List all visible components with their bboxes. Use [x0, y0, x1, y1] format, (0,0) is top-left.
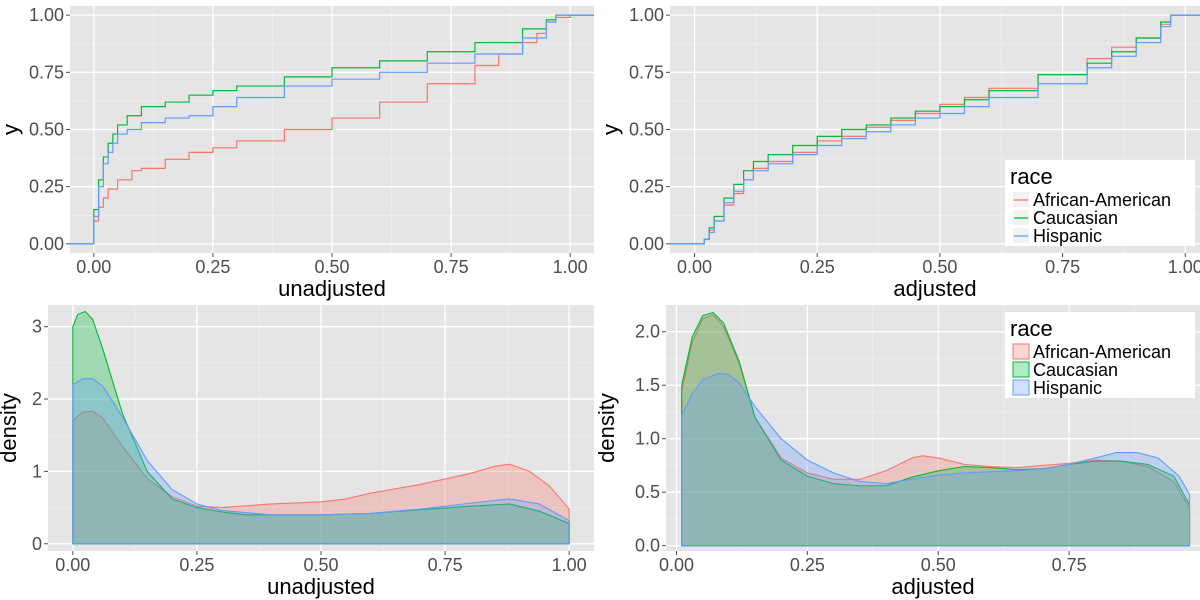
legend-background: [1005, 312, 1195, 398]
legend-label-caucasian: Caucasian: [1033, 360, 1118, 380]
x-tick-label: 0.00: [76, 257, 111, 277]
density-area-african-american: [681, 313, 1191, 547]
x-tick-label: 0.25: [179, 555, 214, 575]
y-tick-label: 1.00: [29, 5, 64, 25]
legend-label-african-american: African-American: [1033, 342, 1171, 362]
x-tick-label: 0.75: [434, 257, 469, 277]
density-area-african-american: [72, 410, 570, 545]
density-area-hispanic: [681, 372, 1191, 547]
legend-key-hispanic: [1012, 379, 1030, 396]
y-tick-label: 2: [32, 389, 42, 409]
legend-key-caucasian: [1012, 361, 1030, 378]
x-tick-label: 1.00: [552, 555, 587, 575]
x-tick-label: 1.00: [553, 257, 588, 277]
y-axis-title: density: [594, 393, 619, 463]
x-axis-title: adjusted: [893, 276, 976, 301]
y-tick-label: 0.0: [635, 536, 660, 556]
density-area-hispanic: [72, 378, 570, 545]
y-tick-label: 2.0: [635, 322, 660, 342]
y-axis-title: density: [0, 393, 21, 463]
x-tick-label: 0.50: [921, 555, 956, 575]
density-area-caucasian: [72, 310, 570, 545]
x-axis-title: unadjusted: [278, 276, 386, 301]
y-tick-label: 0: [32, 534, 42, 554]
legend-key-african-american: [1012, 343, 1030, 360]
legend-label-hispanic: Hispanic: [1033, 378, 1102, 398]
legend-label-caucasian: Caucasian: [1033, 208, 1118, 228]
y-tick-label: 1.00: [629, 5, 664, 25]
x-tick-label: 0.75: [1045, 257, 1080, 277]
y-tick-label: 0.00: [629, 234, 664, 254]
density-area-caucasian: [681, 311, 1191, 547]
y-tick-label: 0.75: [629, 62, 664, 82]
x-tick-label: 0.25: [790, 555, 825, 575]
y-tick-label: 0.50: [629, 120, 664, 140]
x-tick-label: 0.25: [195, 257, 230, 277]
y-tick-label: 1: [32, 461, 42, 481]
x-tick-label: 0.75: [428, 555, 463, 575]
ecdf-line-hispanic: [70, 14, 594, 245]
x-tick-label: 0.50: [922, 257, 957, 277]
legend-label-african-american: African-American: [1033, 190, 1171, 210]
y-tick-label: 1.5: [635, 375, 660, 395]
x-axis-title: unadjusted: [267, 574, 375, 599]
y-tick-label: 0.50: [29, 120, 64, 140]
x-tick-label: 0.25: [800, 257, 835, 277]
y-tick-label: 0.75: [29, 62, 64, 82]
x-tick-label: 0.50: [314, 257, 349, 277]
panel-density-unadjusted: 0.00 0.25 0.50 0.75 1.00 0 1 2 3 unadjusted densit…: [0, 305, 594, 599]
x-tick-label: 0.00: [677, 257, 712, 277]
legend-label-hispanic: Hispanic: [1033, 226, 1102, 246]
y-tick-label: 1.0: [635, 429, 660, 449]
x-tick-label: 0.50: [303, 555, 338, 575]
x-tick-label: 0.00: [659, 555, 694, 575]
x-tick-label: 0.75: [1052, 555, 1087, 575]
y-tick-label: 3: [32, 317, 42, 337]
legend-title: race: [1010, 164, 1053, 189]
legend-background: [1005, 160, 1195, 246]
y-tick-label: 0.25: [629, 177, 664, 197]
y-tick-label: 0.25: [29, 177, 64, 197]
panel-ecdf-unadjusted: 0.00 0.25 0.50 0.75 1.00 0.00 0.25 0.50 0.75 1.00…: [0, 5, 594, 301]
legend-title: race: [1010, 316, 1053, 341]
y-tick-label: 0.00: [29, 234, 64, 254]
x-axis-title: adjusted: [891, 574, 974, 599]
y-tick-label: 0.5: [635, 482, 660, 502]
y-axis-title: y: [0, 124, 23, 135]
x-tick-label: 1.00: [1168, 257, 1200, 277]
ecdf-line-hispanic: [670, 14, 1200, 245]
panel-ecdf-adjusted: 0.00 0.25 0.50 0.75 1.00 0.00 0.25 0.50 0.75 1.00…: [598, 5, 1200, 301]
x-tick-label: 0.00: [55, 555, 90, 575]
panel-density-adjusted: 0.00 0.25 0.50 0.75 0.0 0.5 1.0 1.5 2.0 adjusted d…: [594, 305, 1200, 599]
y-axis-title: y: [598, 124, 623, 135]
